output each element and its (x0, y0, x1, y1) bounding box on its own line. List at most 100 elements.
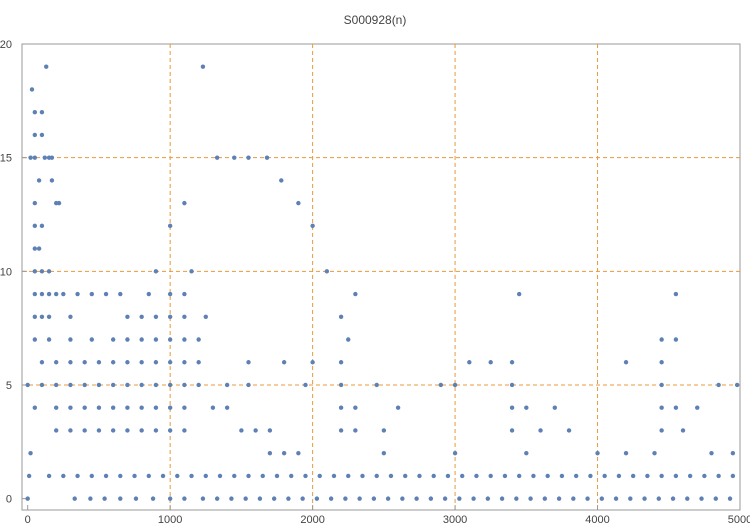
point (217, 473, 223, 479)
point (545, 473, 550, 479)
point (656, 496, 661, 501)
point (659, 382, 664, 388)
point (509, 405, 515, 410)
point (559, 473, 565, 479)
point (289, 473, 294, 479)
point (395, 405, 401, 410)
point (75, 291, 80, 297)
point (445, 473, 451, 479)
point (566, 428, 572, 433)
point (324, 269, 330, 274)
point (509, 428, 515, 433)
point (279, 178, 284, 183)
point (32, 269, 38, 274)
point (167, 382, 173, 388)
point (39, 382, 45, 388)
point (457, 496, 462, 501)
point (499, 496, 505, 501)
point (709, 450, 714, 456)
point (623, 450, 629, 456)
point (602, 473, 607, 479)
point (353, 428, 358, 433)
point (89, 473, 95, 479)
point (630, 473, 636, 479)
point (713, 496, 718, 501)
point (595, 450, 600, 456)
point (343, 496, 348, 501)
point (68, 405, 73, 410)
point (232, 473, 237, 479)
point (82, 360, 87, 365)
point (32, 155, 38, 160)
point (659, 405, 664, 410)
point (727, 496, 733, 501)
point (673, 291, 679, 297)
point (102, 496, 107, 501)
point (303, 382, 308, 388)
point (271, 496, 277, 501)
point (167, 337, 173, 342)
point (153, 382, 159, 388)
point (153, 314, 159, 319)
point (381, 428, 387, 433)
point (571, 496, 576, 501)
point (730, 473, 736, 479)
chart-title: S000928(n) (344, 13, 407, 27)
point (42, 155, 47, 160)
point (39, 109, 45, 115)
point (28, 155, 33, 160)
point (388, 473, 394, 479)
point (573, 473, 579, 479)
point (613, 496, 619, 501)
point (96, 405, 102, 410)
point (160, 473, 166, 479)
point (702, 473, 707, 479)
point (39, 223, 45, 229)
point (488, 360, 493, 365)
point (253, 428, 258, 433)
point (103, 291, 109, 297)
point (46, 337, 52, 342)
point (196, 360, 201, 365)
point (88, 496, 93, 501)
point (471, 496, 476, 501)
point (524, 405, 529, 410)
point (300, 496, 305, 501)
point (452, 382, 458, 388)
point (32, 200, 38, 206)
point (167, 223, 173, 229)
point (89, 291, 95, 297)
point (642, 496, 647, 501)
point (281, 450, 287, 456)
point (203, 473, 208, 479)
point (182, 200, 187, 206)
point (509, 382, 515, 388)
point (167, 360, 173, 365)
point (25, 496, 30, 501)
point (670, 496, 676, 501)
point (516, 291, 522, 297)
point (125, 382, 130, 388)
point (685, 496, 690, 501)
point (371, 496, 377, 501)
point (260, 473, 265, 479)
point (139, 314, 144, 319)
point (68, 337, 73, 342)
point (403, 473, 408, 479)
point (528, 496, 533, 501)
point (734, 382, 740, 388)
point (695, 405, 700, 410)
point (82, 405, 87, 410)
point (167, 428, 173, 433)
point (182, 360, 187, 365)
point (49, 155, 55, 160)
point (542, 496, 548, 501)
point (110, 337, 116, 342)
point (200, 496, 206, 501)
point (360, 473, 365, 479)
point (49, 178, 55, 183)
point (125, 405, 130, 410)
point (146, 291, 151, 297)
point (346, 337, 351, 342)
point (118, 291, 123, 297)
